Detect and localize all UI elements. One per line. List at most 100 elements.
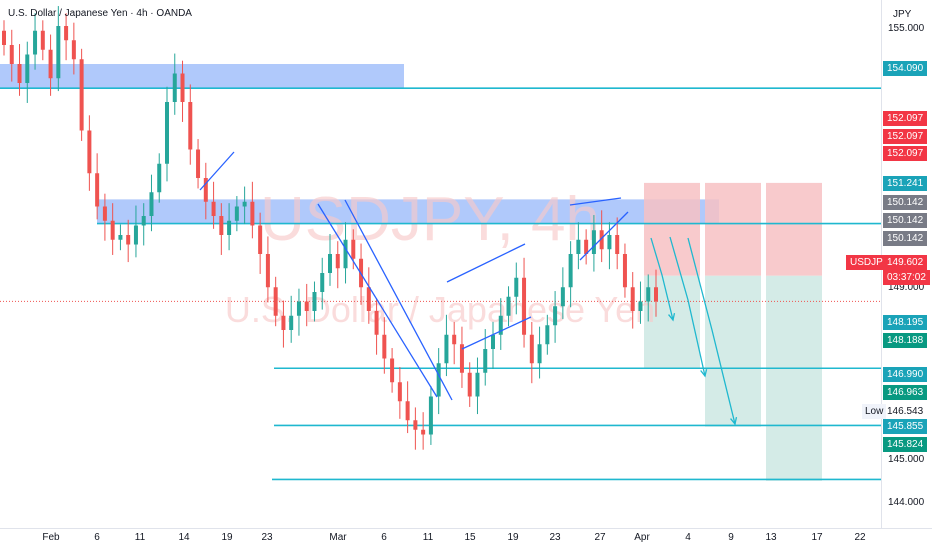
candle-body: [180, 73, 185, 102]
candle-body: [296, 301, 301, 316]
price-tag-level: 148.195: [883, 315, 928, 330]
candle-body: [397, 382, 402, 402]
candle-body: [281, 315, 286, 330]
countdown-tag: 03:37:02: [883, 270, 930, 285]
candle-body: [428, 396, 433, 435]
candle-body: [553, 306, 558, 326]
arrow-head: [700, 369, 708, 378]
take-profit-zone: [644, 275, 700, 369]
candle-body: [126, 235, 131, 245]
candle-body: [366, 287, 371, 311]
candle-body: [273, 287, 278, 316]
candle-body: [654, 287, 658, 302]
projection-arrow: [687, 237, 736, 425]
watermark-name: U.S. Dollar / Japanese Yen: [225, 289, 655, 330]
candle-body: [545, 325, 550, 345]
x-tick-label: 15: [464, 532, 476, 543]
candle-body: [25, 54, 30, 83]
supply-zones: [0, 64, 719, 224]
candle-body: [351, 239, 356, 259]
time-axis[interactable]: Feb 6 11 14 19 23 Mar 6 11 15 19 23 27 Apr 4 9 13 17 22: [42, 532, 866, 543]
candle-body: [390, 358, 395, 383]
projection-arrow: [650, 237, 674, 321]
candle-body: [630, 287, 635, 311]
candle-body: [591, 230, 596, 254]
candlesticks: [2, 6, 658, 450]
price-tag-target: 146.963: [883, 385, 928, 400]
y-tick-label: 144.000: [888, 497, 925, 508]
candle-body: [265, 254, 270, 288]
candle-body: [203, 178, 208, 202]
candle-body: [498, 315, 503, 335]
candle-body: [133, 225, 138, 245]
candle-body: [646, 287, 651, 302]
candle-body: [33, 30, 38, 55]
candle-body: [459, 344, 464, 373]
price-tag-stop: 152.097: [883, 129, 928, 144]
candle-body: [56, 26, 61, 79]
x-tick-label: 17: [811, 532, 823, 543]
trend-lines: [199, 151, 629, 401]
candle-body: [64, 26, 69, 41]
x-tick-label: 11: [423, 532, 434, 543]
price-tag-level: 151.241: [883, 176, 928, 191]
trend-line: [344, 199, 453, 401]
candle-body: [584, 239, 589, 254]
candle-body: [374, 311, 379, 335]
last-price-tag: 149.602: [883, 255, 928, 270]
candle-body: [165, 102, 169, 164]
x-tick-label: 23: [549, 532, 561, 543]
arrow-head: [730, 417, 738, 426]
candle-body: [514, 277, 519, 297]
candle-body: [328, 254, 332, 273]
trend-line: [461, 316, 532, 350]
candle-body: [157, 163, 162, 193]
candle-body: [444, 334, 449, 364]
candle-body: [335, 254, 340, 269]
candle-body: [576, 239, 581, 254]
stop-loss-zone: [766, 182, 822, 276]
x-tick-label: 23: [261, 532, 273, 543]
candle-body: [483, 349, 488, 373]
candle-body: [242, 201, 247, 207]
x-tick-label: 4: [685, 532, 691, 543]
take-profit-zone: [766, 275, 822, 481]
candle-body: [382, 334, 387, 359]
symbol-tag: USDJPY: [846, 255, 894, 270]
candle-body: [95, 173, 100, 207]
candle-body: [219, 216, 224, 235]
price-tag-target: 145.824: [883, 437, 928, 452]
x-tick-label: 11: [135, 532, 146, 543]
x-tick-label: 19: [221, 532, 233, 543]
x-tick-label: 22: [854, 532, 866, 543]
x-tick-label: 9: [728, 532, 734, 543]
price-tag-entry: 150.142: [883, 231, 928, 246]
x-tick-label: 14: [178, 532, 190, 543]
candle-body: [568, 254, 573, 288]
candle-body: [79, 59, 84, 131]
candle-body: [522, 277, 527, 335]
candle-body: [436, 363, 441, 397]
candle-body: [17, 64, 22, 83]
candle-body: [312, 292, 317, 311]
supply-zone: [97, 199, 719, 224]
candle-body: [615, 235, 620, 254]
candle-body: [211, 201, 216, 216]
supply-zone: [0, 64, 404, 89]
candle-body: [343, 239, 348, 269]
watermark-symbol: USDJPY, 4h: [260, 185, 600, 254]
y-tick-label: 149.000: [888, 282, 925, 293]
candle-body: [102, 206, 107, 221]
x-tick-label: 6: [381, 532, 387, 543]
price-axis[interactable]: 155.000 149.000 145.000 144.000: [888, 23, 925, 508]
candle-body: [320, 273, 325, 292]
chart-title: U.S. Dollar / Japanese Yen · 4h · OANDA: [8, 8, 192, 19]
candle-body: [304, 301, 309, 311]
trend-line: [569, 197, 622, 206]
candle-body: [40, 30, 45, 50]
candle-body: [9, 45, 14, 64]
y-tick-label: 155.000: [888, 23, 925, 34]
candle-body: [149, 192, 154, 216]
candle-body: [537, 344, 542, 364]
